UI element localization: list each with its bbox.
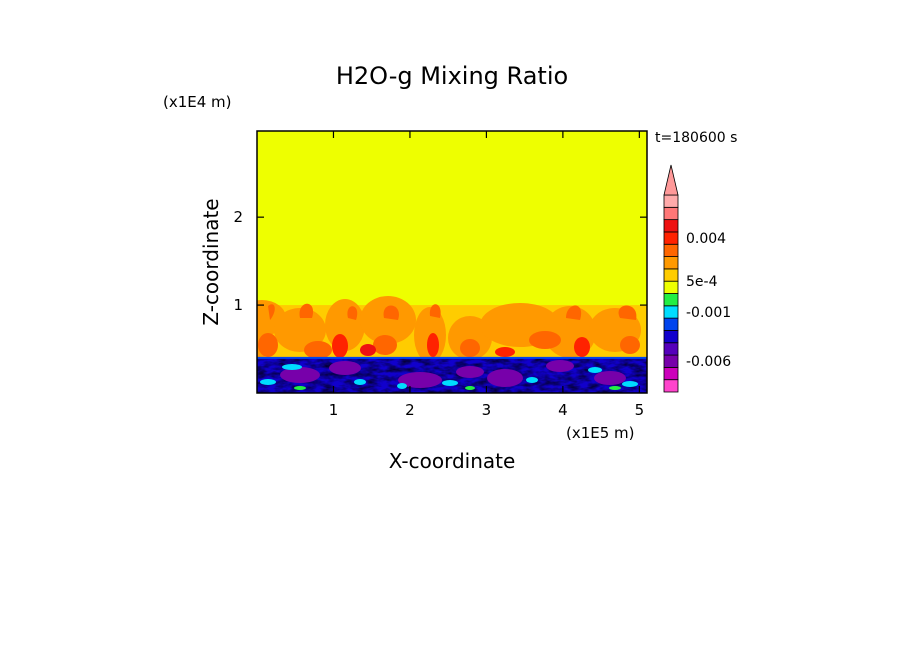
cyan-streak: [282, 364, 302, 370]
plume-tendril: [268, 304, 275, 320]
colorbar-segment: [663, 206, 679, 221]
moisture-plumes: [257, 296, 647, 363]
negative-core: [594, 371, 626, 385]
negative-core: [280, 367, 320, 383]
negative-core: [398, 372, 442, 388]
time-label: t=180600 s: [655, 130, 737, 146]
colorbar-tick-label: -0.006: [686, 354, 731, 370]
x-tick-label: 2: [405, 401, 415, 419]
negative-core: [329, 361, 361, 375]
negative-core: [487, 369, 523, 387]
y-axis-label: Z-coordinate: [199, 198, 223, 325]
x-tick-label: 3: [482, 401, 492, 419]
cyan-streak: [442, 380, 458, 386]
plume-tendril: [347, 306, 358, 320]
plume-core: [460, 339, 480, 357]
colorbar-segment: [663, 354, 679, 368]
plot-area: [257, 131, 647, 393]
colorbar-segment: [663, 219, 679, 233]
plume-tendril: [383, 305, 399, 320]
plume-tendril: [429, 304, 441, 318]
colorbar-tick-label: -0.001: [686, 305, 731, 321]
plume-core: [620, 336, 640, 354]
x-axis-label: X-coordinate: [389, 449, 516, 473]
colorbar-labels: -0.006 -0.001 5e-4 0.004: [686, 231, 731, 370]
plume-core: [332, 334, 348, 358]
y-tick-label: 2: [233, 208, 243, 226]
colorbar-segment: [663, 317, 679, 331]
chart-title: H2O-g Mixing Ratio: [336, 62, 568, 90]
y-axis-ticks: 12: [233, 208, 647, 314]
colorbar-segment: [663, 280, 679, 294]
plume-core: [529, 331, 561, 349]
colorbar: [663, 164, 679, 393]
colorbar-segment: [663, 305, 679, 319]
green-streak: [465, 386, 475, 390]
x-tick-label: 4: [558, 401, 568, 419]
cyan-streak: [622, 381, 638, 387]
y-scale-label: (x1E4 m): [163, 93, 232, 111]
negative-texture: [257, 357, 647, 393]
colorbar-segment: [663, 231, 679, 245]
x-tick-label: 5: [635, 401, 645, 419]
colorbar-extend-arrow: [663, 164, 679, 196]
colorbar-segment: [663, 330, 679, 344]
colorbar-segment: [663, 379, 679, 393]
cyan-streak: [354, 379, 366, 385]
cyan-streak: [260, 379, 276, 385]
x-tick-label: 1: [329, 401, 339, 419]
plume-core: [574, 337, 590, 357]
colorbar-tick-label: 5e-4: [686, 274, 718, 290]
plume-blob: [274, 308, 326, 352]
colorbar-segment: [663, 256, 679, 270]
plume-core: [304, 341, 332, 359]
lower-layer: [257, 356, 647, 393]
cyan-streak: [397, 383, 407, 389]
plume-core: [360, 344, 376, 356]
colorbar-segment: [663, 243, 679, 257]
plume-tendril: [566, 305, 582, 320]
colorbar-segment: [663, 366, 679, 381]
green-streak: [294, 386, 306, 390]
negative-core: [546, 360, 574, 372]
plume-core: [258, 333, 278, 357]
plume-core: [495, 347, 515, 357]
y-tick-label: 1: [233, 296, 243, 314]
colorbar-segment: [663, 293, 679, 307]
plot-frame: [256, 130, 648, 394]
x-axis-ticks: 1 2 3 4 5: [329, 131, 644, 419]
negative-core: [456, 366, 484, 378]
plume-blob: [360, 296, 416, 344]
cyan-streak: [588, 367, 602, 373]
plume-core: [427, 333, 439, 357]
colorbar-tick-label: 0.004: [686, 231, 726, 247]
colorbar-segment: [663, 194, 679, 208]
plume-tendril: [299, 303, 314, 318]
plume-tendril: [618, 305, 637, 320]
colorbar-segment: [663, 342, 679, 356]
plume-core: [373, 335, 397, 355]
x-scale-label: (x1E5 m): [566, 424, 635, 442]
colorbar-segment: [663, 268, 679, 282]
cyan-streak: [526, 377, 538, 383]
green-streak: [609, 386, 621, 390]
